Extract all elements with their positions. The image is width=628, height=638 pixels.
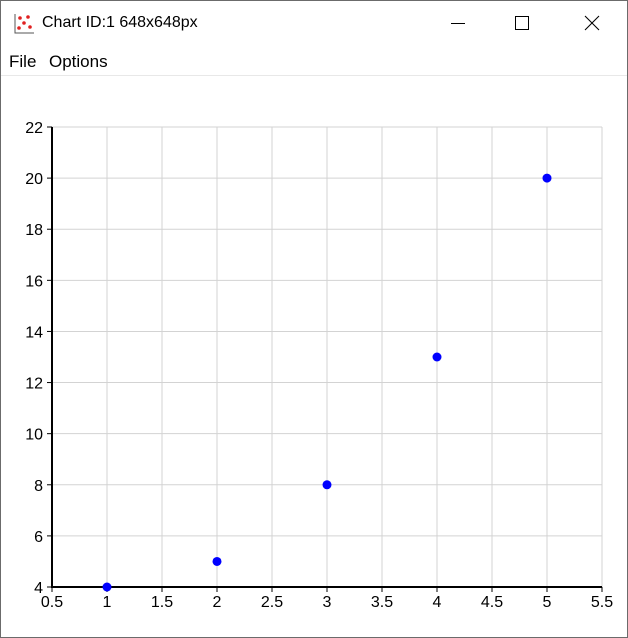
x-tick-label: 2 (213, 594, 222, 611)
x-tick-label: 1.5 (151, 594, 173, 611)
data-point (212, 556, 222, 566)
maximize-button[interactable] (499, 1, 545, 45)
data-points (102, 173, 552, 592)
title-bar[interactable]: Chart ID:1 648x648px (1, 1, 627, 45)
y-tick-label: 20 (25, 171, 43, 188)
maximize-icon (515, 16, 529, 30)
minimize-button[interactable] (435, 1, 481, 45)
y-tick-label: 14 (25, 324, 43, 341)
menu-bar: File Options (1, 49, 627, 76)
x-tick-label: 3.5 (371, 594, 393, 611)
y-tick-label: 4 (34, 580, 43, 597)
x-tick-label: 0.5 (41, 594, 63, 611)
x-tick-label: 3 (323, 594, 332, 611)
data-point (102, 582, 112, 592)
y-tick-label: 22 (25, 120, 43, 137)
x-tick-label: 4 (433, 594, 442, 611)
data-point (322, 480, 332, 490)
window-title: Chart ID:1 648x648px (42, 14, 198, 31)
y-axis-ticks: 4 6 8 10 12 14 16 18 20 22 (25, 120, 52, 597)
y-tick-label: 12 (25, 376, 43, 393)
x-tick-label: 4.5 (481, 594, 503, 611)
x-tick-label: 2.5 (261, 594, 283, 611)
y-tick-label: 6 (34, 529, 43, 546)
scatter-chart-icon (14, 14, 34, 34)
menu-options[interactable]: Options (49, 52, 108, 71)
y-tick-label: 8 (34, 478, 43, 495)
x-tick-label: 5 (543, 594, 552, 611)
x-tick-label: 1 (103, 594, 112, 611)
close-icon (584, 15, 600, 31)
x-axis-ticks: 0.5 1 1.5 2 2.5 3 3.5 4 4.5 5 5.5 (41, 587, 613, 611)
scatter-chart: 0.5 1 1.5 2 2.5 3 3.5 4 4.5 5 5.5 4 6 8 10 12 14 16 18 20 2… (25, 120, 613, 611)
data-point (542, 173, 552, 183)
data-point (432, 352, 442, 362)
menu-file[interactable]: File (9, 52, 37, 71)
y-tick-label: 18 (25, 222, 43, 239)
minimize-icon (451, 23, 465, 24)
close-button[interactable] (569, 1, 615, 45)
chart-grid (51, 126, 603, 588)
x-tick-label: 5.5 (591, 594, 613, 611)
y-tick-label: 10 (25, 427, 43, 444)
y-tick-label: 16 (25, 273, 43, 290)
